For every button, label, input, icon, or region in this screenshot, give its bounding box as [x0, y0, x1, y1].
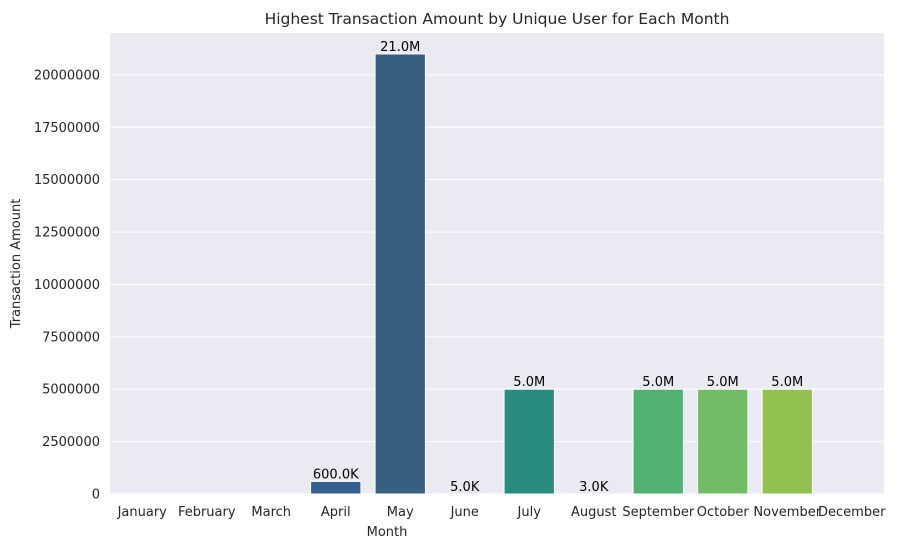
- y-tick-label: 17500000: [34, 121, 100, 136]
- data-label-october: 5.0M: [707, 375, 739, 390]
- x-tick-label: January: [117, 505, 168, 520]
- data-label-september: 5.0M: [642, 375, 674, 390]
- x-axis-label: Month: [367, 525, 408, 540]
- y-tick-label: 15000000: [34, 173, 100, 188]
- data-label-may: 21.0M: [380, 40, 420, 55]
- bar-april: [310, 480, 362, 495]
- y-tick-label: 0: [92, 488, 100, 503]
- y-axis-ticks: 0 2500000 5000000 7500000 10000000 12500000 15…: [34, 68, 100, 502]
- bars: [310, 53, 813, 495]
- plot-area: [110, 33, 884, 494]
- x-tick-label: November: [753, 505, 821, 520]
- x-tick-label: December: [818, 505, 886, 520]
- y-tick-label: 5000000: [42, 383, 100, 398]
- y-tick-label: 10000000: [34, 278, 100, 293]
- bar-november: [761, 388, 813, 495]
- x-axis-ticks: January February March April May June July Augu…: [117, 505, 887, 520]
- y-axis-label: Transaction Amount: [9, 199, 24, 330]
- data-label-july: 5.0M: [513, 375, 545, 390]
- bar-may: [374, 53, 426, 495]
- gridlines: [110, 74, 884, 495]
- x-tick-label: May: [387, 505, 414, 520]
- data-label-april: 600.0K: [313, 467, 359, 482]
- y-tick-label: 7500000: [42, 330, 100, 345]
- x-tick-label: August: [571, 505, 617, 520]
- bar-labels: 600.0K 21.0M 5.0K 5.0M 3.0K 5.0M 5.0M 5.0M: [313, 40, 803, 495]
- data-label-june: 5.0K: [450, 480, 480, 495]
- bar-september: [632, 388, 684, 495]
- x-tick-label: July: [517, 505, 542, 520]
- y-tick-label: 12500000: [34, 226, 100, 241]
- data-label-august: 3.0K: [579, 480, 609, 495]
- x-tick-label: October: [697, 505, 750, 520]
- x-tick-label: June: [450, 505, 479, 520]
- bar-october: [697, 388, 749, 495]
- chart-title: Highest Transaction Amount by Unique Use…: [265, 10, 730, 28]
- x-tick-label: March: [251, 505, 291, 520]
- x-tick-label: February: [178, 505, 236, 520]
- y-tick-label: 2500000: [42, 435, 100, 450]
- bar-july: [503, 388, 555, 495]
- y-tick-label: 20000000: [34, 68, 100, 83]
- data-label-november: 5.0M: [771, 375, 803, 390]
- x-tick-label: September: [622, 505, 695, 520]
- x-tick-label: April: [321, 505, 351, 520]
